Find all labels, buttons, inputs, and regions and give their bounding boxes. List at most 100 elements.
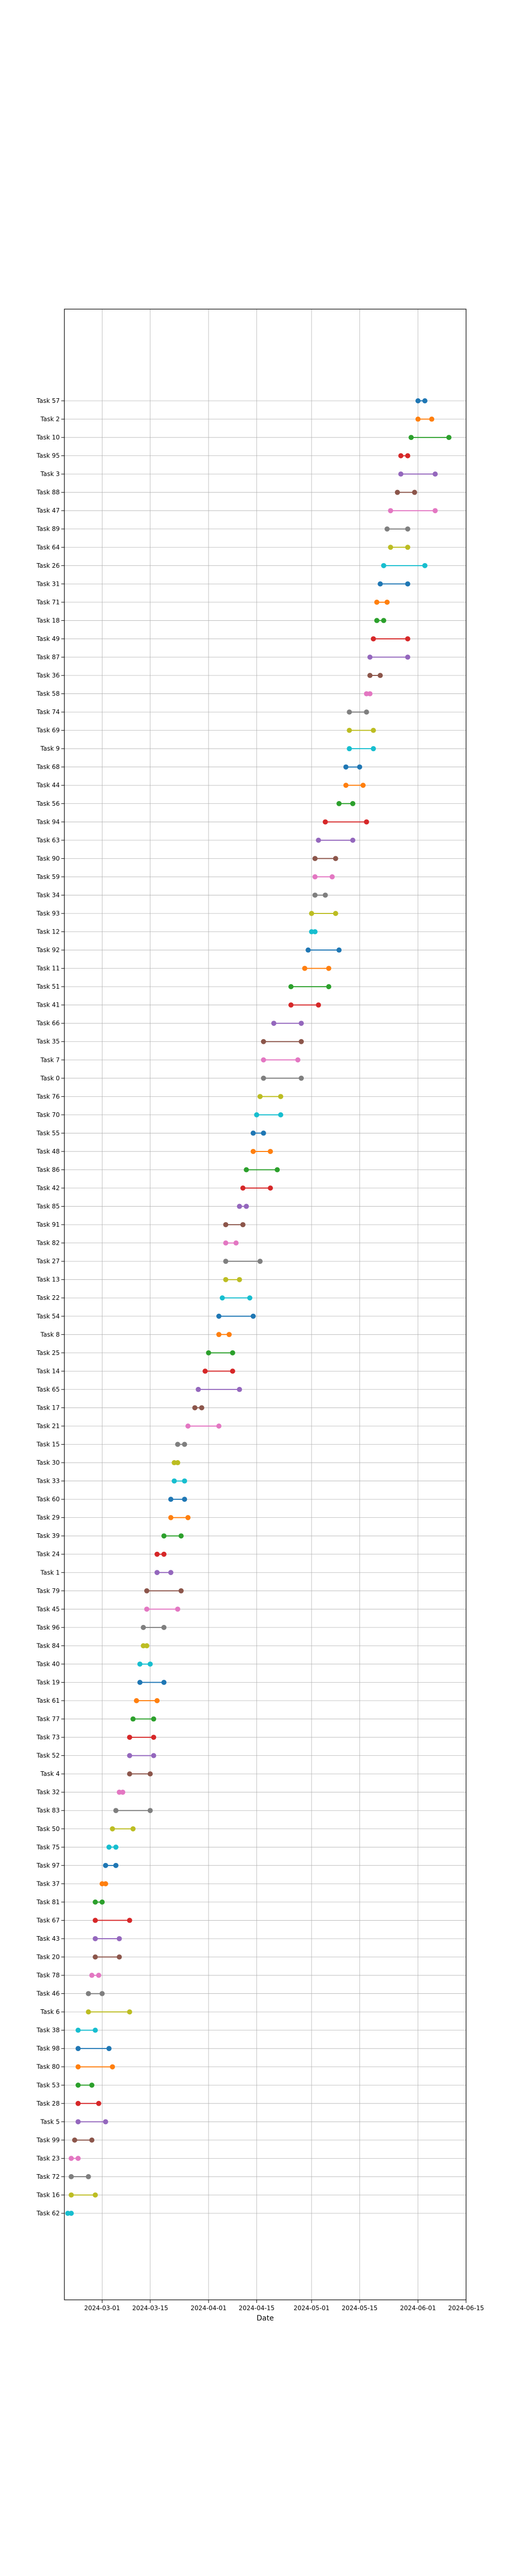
task-start-point <box>127 1771 132 1777</box>
task-end-point <box>151 1753 157 1758</box>
task-end-point <box>326 965 332 971</box>
task-start-point <box>72 2137 77 2143</box>
task-end-point <box>175 1606 180 1612</box>
y-tick-label: Task 2 <box>40 416 60 423</box>
task-end-point <box>357 764 363 770</box>
task-start-point <box>367 654 373 660</box>
y-tick-label: Task 0 <box>40 1075 60 1082</box>
y-tick-label: Task 33 <box>36 1478 60 1485</box>
y-tick-label: Task 9 <box>40 745 60 752</box>
task-start-point <box>93 1918 98 1923</box>
y-tick-label: Task 80 <box>36 2063 60 2071</box>
y-tick-label: Task 27 <box>36 1258 60 1265</box>
y-tick-label: Task 82 <box>36 1240 60 1247</box>
task-start-point <box>250 1130 256 1136</box>
task-end-point <box>230 1368 235 1374</box>
y-tick-label: Task 30 <box>36 1459 60 1466</box>
task-end-point <box>103 1881 108 1887</box>
task-start-point <box>85 1991 91 1996</box>
task-end-point <box>106 2046 112 2052</box>
task-end-point <box>68 2211 74 2216</box>
task-start-point <box>343 764 349 770</box>
y-tick-label: Task 84 <box>36 1642 60 1649</box>
task-start-point <box>288 984 294 990</box>
task-end-point <box>316 1002 321 1008</box>
task-start-point <box>85 2009 91 2015</box>
y-tick-label: Task 86 <box>36 1166 60 1173</box>
task-start-point <box>347 709 352 715</box>
task-end-point <box>161 1624 167 1630</box>
task-end-point <box>113 1862 118 1868</box>
task-start-point <box>196 1386 201 1392</box>
y-tick-label: Task 64 <box>36 544 60 551</box>
task-end-point <box>237 1386 242 1392</box>
task-end-point <box>433 508 438 514</box>
task-start-point <box>154 1570 160 1575</box>
y-tick-label: Task 17 <box>36 1404 60 1411</box>
y-tick-label: Task 24 <box>36 1551 60 1558</box>
task-start-point <box>377 581 383 587</box>
task-end-point <box>422 398 427 403</box>
task-start-point <box>388 545 393 550</box>
y-tick-label: Task 99 <box>36 2137 60 2144</box>
y-tick-label: Task 8 <box>40 1331 60 1338</box>
task-end-point <box>299 1075 304 1081</box>
y-tick-label: Task 36 <box>36 672 60 679</box>
y-tick-label: Task 25 <box>36 1349 60 1357</box>
task-start-point <box>223 1259 229 1264</box>
task-end-point <box>330 874 335 879</box>
y-tick-label: Task 83 <box>36 1807 60 1814</box>
task-start-point <box>75 2082 81 2088</box>
y-tick-label: Task 31 <box>36 580 60 587</box>
task-end-point <box>182 1497 187 1502</box>
task-end-point <box>322 892 328 898</box>
task-end-point <box>405 654 410 660</box>
task-start-point <box>93 1936 98 1941</box>
task-start-point <box>175 1442 180 1447</box>
task-end-point <box>75 2156 81 2161</box>
task-start-point <box>75 2064 81 2070</box>
x-tick-label: 2024-06-15 <box>448 2304 484 2312</box>
y-tick-label: Task 72 <box>36 2173 60 2180</box>
y-tick-label: Task 77 <box>36 1716 60 1723</box>
y-tick-label: Task 79 <box>36 1587 60 1595</box>
task-end-point <box>182 1478 187 1484</box>
task-end-point <box>350 801 355 806</box>
task-end-point <box>299 1039 304 1044</box>
task-start-point <box>110 1826 115 1832</box>
task-start-point <box>68 2156 74 2161</box>
y-tick-label: Task 94 <box>36 818 60 825</box>
task-start-point <box>367 673 373 679</box>
task-start-point <box>206 1350 211 1355</box>
y-tick-label: Task 76 <box>36 1093 60 1100</box>
task-start-point <box>415 416 421 422</box>
task-start-point <box>141 1624 146 1630</box>
task-end-point <box>250 1313 256 1319</box>
y-tick-label: Task 13 <box>36 1276 60 1283</box>
task-start-point <box>415 398 421 403</box>
y-tick-label: Task 73 <box>36 1734 60 1741</box>
task-start-point <box>305 947 311 953</box>
task-end-point <box>116 1954 122 1960</box>
task-end-point <box>433 471 438 477</box>
task-start-point <box>374 618 380 623</box>
task-end-point <box>278 1112 283 1117</box>
task-end-point <box>103 2119 108 2125</box>
task-start-point <box>216 1332 221 1337</box>
task-start-point <box>244 1167 249 1173</box>
y-tick-label: Task 40 <box>36 1660 60 1668</box>
task-end-point <box>274 1167 280 1173</box>
x-tick-label: 2024-05-01 <box>294 2304 330 2312</box>
y-tick-label: Task 59 <box>36 873 60 880</box>
task-start-point <box>371 636 376 641</box>
task-end-point <box>312 929 318 935</box>
task-end-point <box>333 856 338 861</box>
task-start-point <box>171 1478 177 1484</box>
y-tick-label: Task 14 <box>36 1367 60 1375</box>
task-start-point <box>312 856 318 861</box>
y-tick-label: Task 16 <box>36 2191 60 2198</box>
y-tick-label: Task 41 <box>36 1002 60 1009</box>
task-end-point <box>99 1899 105 1905</box>
task-end-point <box>295 1057 301 1063</box>
